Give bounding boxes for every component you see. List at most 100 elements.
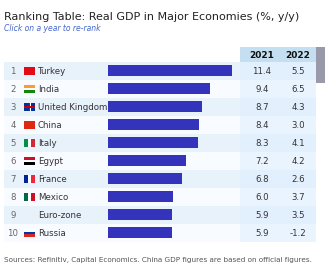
Text: China: China [38, 120, 63, 129]
Text: 5: 5 [10, 138, 16, 147]
Text: 10: 10 [7, 229, 19, 238]
Bar [108, 173, 182, 184]
Text: 3: 3 [10, 102, 16, 111]
Text: 4.3: 4.3 [291, 102, 305, 111]
Text: Ranking Table: Real GDP in Major Economies (%, y/y): Ranking Table: Real GDP in Major Economi… [4, 12, 299, 22]
Bar [4, 170, 316, 188]
Bar [24, 85, 35, 88]
Bar [240, 206, 316, 224]
Bar [108, 191, 173, 202]
Bar [24, 234, 35, 237]
Text: 4.1: 4.1 [291, 138, 305, 147]
Bar [108, 209, 172, 220]
Text: 5.5: 5.5 [291, 67, 305, 76]
Text: Egypt: Egypt [38, 156, 63, 165]
Bar [24, 232, 35, 234]
Bar [108, 101, 202, 112]
Bar [28, 175, 31, 183]
Text: 8.7: 8.7 [255, 102, 269, 111]
Bar [240, 188, 316, 206]
Bar [240, 170, 316, 188]
Text: 7.2: 7.2 [255, 156, 269, 165]
Text: 1: 1 [10, 67, 16, 76]
Text: Italy: Italy [38, 138, 57, 147]
Text: Sources: Refinitiv, Capital Economics. China GDP figures are based on official f: Sources: Refinitiv, Capital Economics. C… [4, 257, 312, 263]
Bar [4, 152, 316, 170]
Text: 2.6: 2.6 [291, 174, 305, 183]
Bar [240, 98, 316, 115]
Text: 6.0: 6.0 [255, 192, 269, 201]
Bar [108, 83, 210, 94]
Bar [24, 106, 35, 108]
Text: 11.4: 11.4 [253, 67, 272, 76]
Text: 6.5: 6.5 [291, 85, 305, 93]
Bar [4, 62, 316, 79]
Text: Russia: Russia [38, 229, 66, 238]
Text: Click on a year to re-rank: Click on a year to re-rank [4, 24, 100, 33]
Text: 2022: 2022 [286, 51, 310, 60]
Text: 3.5: 3.5 [291, 210, 305, 219]
Bar [24, 67, 35, 75]
Text: 5.9: 5.9 [255, 210, 269, 219]
Bar [108, 65, 231, 76]
Bar [24, 175, 28, 183]
Text: 6.8: 6.8 [255, 174, 269, 183]
Bar [240, 224, 316, 242]
Bar [4, 116, 316, 133]
Text: 3.0: 3.0 [291, 120, 305, 129]
Bar [4, 134, 316, 152]
Bar [24, 88, 35, 90]
Bar [31, 175, 35, 183]
Text: 8.3: 8.3 [255, 138, 269, 147]
Text: 3.7: 3.7 [291, 192, 305, 201]
Bar [28, 139, 31, 147]
Bar [24, 103, 35, 111]
Text: France: France [38, 174, 67, 183]
Bar [29, 103, 30, 111]
Text: India: India [38, 85, 59, 93]
Bar [24, 157, 35, 160]
Text: 6: 6 [10, 156, 16, 165]
Bar [108, 155, 186, 166]
Bar [4, 98, 316, 115]
Text: -1.2: -1.2 [290, 229, 306, 238]
Bar [24, 139, 28, 147]
Text: 9.4: 9.4 [255, 85, 269, 93]
Bar [240, 116, 316, 133]
Bar [24, 106, 35, 108]
Bar [108, 119, 199, 130]
Bar [24, 162, 35, 165]
Bar [240, 134, 316, 152]
Text: 5.9: 5.9 [255, 229, 269, 238]
Text: United Kingdom: United Kingdom [38, 102, 107, 111]
Text: 8: 8 [10, 192, 16, 201]
Bar [4, 224, 316, 242]
Bar [24, 193, 28, 201]
Bar [108, 137, 198, 148]
Bar [240, 62, 316, 79]
Text: Mexico: Mexico [38, 192, 68, 201]
Bar [28, 193, 31, 201]
Text: 4: 4 [10, 120, 16, 129]
Text: 9: 9 [10, 210, 16, 219]
Bar [24, 90, 35, 93]
Bar [24, 121, 35, 129]
Bar [240, 80, 316, 97]
Bar [240, 47, 316, 64]
Bar [24, 160, 35, 162]
Bar [24, 229, 35, 232]
Text: 2021: 2021 [250, 51, 274, 60]
Bar [31, 139, 35, 147]
Text: 7: 7 [10, 174, 16, 183]
Bar [316, 47, 325, 83]
Bar [4, 206, 316, 224]
Bar [240, 152, 316, 170]
Bar [31, 193, 35, 201]
Text: 2: 2 [10, 85, 16, 93]
Bar [4, 80, 316, 97]
Text: Euro-zone: Euro-zone [38, 210, 81, 219]
Text: 8.4: 8.4 [255, 120, 269, 129]
Bar [4, 188, 316, 206]
Text: 4.2: 4.2 [291, 156, 305, 165]
Bar [29, 103, 31, 111]
